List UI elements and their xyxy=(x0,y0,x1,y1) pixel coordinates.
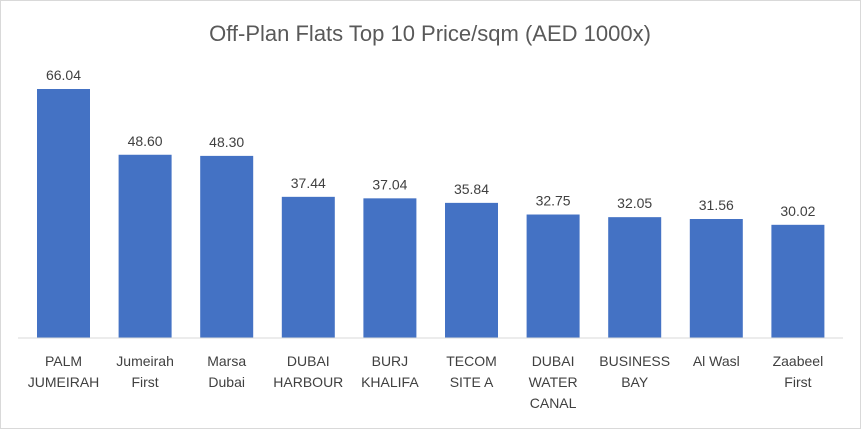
x-tick-label: DUBAI xyxy=(532,353,575,369)
x-tick-label: WATER xyxy=(529,374,578,390)
x-tick-label: SITE A xyxy=(450,374,494,390)
x-tick-label: Zaabeel xyxy=(773,353,824,369)
x-tick-label: TECOM xyxy=(446,353,497,369)
data-label: 32.75 xyxy=(536,193,571,209)
x-tick-label: JUMEIRAH xyxy=(28,374,100,390)
x-tick-label: Dubai xyxy=(208,374,245,390)
bar xyxy=(608,217,662,338)
bar xyxy=(526,214,580,338)
data-label: 66.04 xyxy=(46,67,81,83)
bar xyxy=(37,89,90,338)
x-tick-label: CANAL xyxy=(530,395,577,411)
data-label: 32.05 xyxy=(617,195,652,211)
x-tick-label: First xyxy=(784,374,811,390)
x-tick-label: DUBAI xyxy=(287,353,330,369)
x-tick-label: HARBOUR xyxy=(273,374,343,390)
chart-title: Off-Plan Flats Top 10 Price/sqm (AED 100… xyxy=(209,21,651,46)
x-tick-label: BAY xyxy=(621,374,649,390)
bar xyxy=(771,224,825,338)
bar xyxy=(445,202,498,338)
x-tick-label: First xyxy=(131,374,158,390)
bar xyxy=(281,196,335,338)
bar xyxy=(118,154,172,338)
bar xyxy=(363,198,417,338)
x-tick-label: KHALIFA xyxy=(361,374,419,390)
data-label: 37.44 xyxy=(291,175,326,191)
x-tick-label: BUSINESS xyxy=(599,353,670,369)
data-label: 31.56 xyxy=(699,197,734,213)
x-tick-label: Marsa xyxy=(207,353,246,369)
bar xyxy=(200,155,254,338)
data-label: 30.02 xyxy=(780,203,815,219)
data-label: 48.60 xyxy=(128,133,163,149)
data-label: 35.84 xyxy=(454,181,489,197)
data-label: 37.04 xyxy=(372,176,407,192)
data-label: 48.30 xyxy=(209,134,244,150)
bar xyxy=(689,219,743,338)
x-tick-label: BURJ xyxy=(372,353,409,369)
x-tick-label: PALM xyxy=(45,353,82,369)
x-tick-label: Al Wasl xyxy=(693,353,740,369)
x-tick-label: Jumeirah xyxy=(116,353,174,369)
